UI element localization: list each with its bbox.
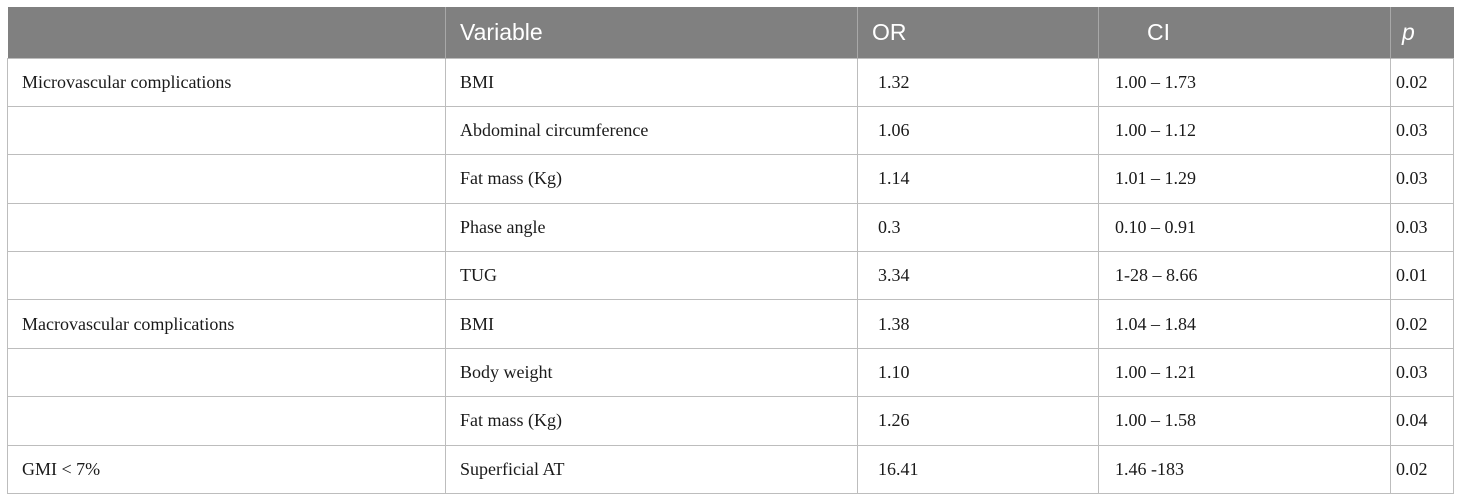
table-row: Fat mass (Kg) 1.26 1.00 – 1.58 0.04 <box>7 396 1454 446</box>
cell-ci: 1.00 – 1.21 <box>1098 347 1391 397</box>
cell-variable: BMI <box>445 299 858 349</box>
cell-ci: 0.10 – 0.91 <box>1098 202 1391 252</box>
table-row: Phase angle 0.3 0.10 – 0.91 0.03 <box>7 202 1454 252</box>
cell-group <box>7 202 446 252</box>
cell-group <box>7 154 446 204</box>
cell-ci: 1.00 – 1.12 <box>1098 105 1391 155</box>
cell-variable: TUG <box>445 251 858 300</box>
header-variable: Variable <box>445 7 858 58</box>
cell-p: 0.03 <box>1390 154 1454 204</box>
table-row: Microvascular complications BMI 1.32 1.0… <box>7 57 1454 107</box>
cell-p: 0.02 <box>1390 57 1454 107</box>
header-row: Variable OR CI p <box>7 7 1454 58</box>
cell-variable: Superficial AT <box>445 444 858 495</box>
cell-or: 1.10 <box>857 347 1099 397</box>
table-header: Variable OR CI p <box>7 7 1454 58</box>
cell-variable: Fat mass (Kg) <box>445 154 858 204</box>
cell-p: 0.02 <box>1390 444 1454 495</box>
table-row: GMI < 7% Superficial AT 16.41 1.46 -183 … <box>7 444 1454 495</box>
cell-group: Microvascular complications <box>7 57 446 107</box>
cell-ci: 1.04 – 1.84 <box>1098 299 1391 349</box>
cell-or: 16.41 <box>857 444 1099 495</box>
cell-or: 1.38 <box>857 299 1099 349</box>
cell-variable: Phase angle <box>445 202 858 252</box>
table-row: Macrovascular complications BMI 1.38 1.0… <box>7 299 1454 349</box>
table-body: Microvascular complications BMI 1.32 1.0… <box>7 57 1454 495</box>
table-row: TUG 3.34 1-28 – 8.66 0.01 <box>7 251 1454 300</box>
cell-or: 3.34 <box>857 251 1099 300</box>
cell-group: GMI < 7% <box>7 444 446 495</box>
cell-or: 1.14 <box>857 154 1099 204</box>
cell-ci: 1.00 – 1.73 <box>1098 57 1391 107</box>
cell-ci: 1.46 -183 <box>1098 444 1391 495</box>
cell-p: 0.03 <box>1390 347 1454 397</box>
cell-group <box>7 251 446 300</box>
cell-variable: BMI <box>445 57 858 107</box>
cell-ci: 1.00 – 1.58 <box>1098 396 1391 446</box>
cell-ci: 1.01 – 1.29 <box>1098 154 1391 204</box>
cell-p: 0.04 <box>1390 396 1454 446</box>
cell-p: 0.01 <box>1390 251 1454 300</box>
header-ci: CI <box>1098 7 1391 58</box>
cell-p: 0.03 <box>1390 202 1454 252</box>
cell-variable: Body weight <box>445 347 858 397</box>
cell-or: 1.32 <box>857 57 1099 107</box>
table-row: Body weight 1.10 1.00 – 1.21 0.03 <box>7 347 1454 397</box>
cell-group <box>7 105 446 155</box>
header-or: OR <box>857 7 1099 58</box>
cell-p: 0.02 <box>1390 299 1454 349</box>
results-table: Variable OR CI p Microvascular complicat… <box>7 7 1454 495</box>
cell-group <box>7 396 446 446</box>
table-row: Abdominal circumference 1.06 1.00 – 1.12… <box>7 105 1454 155</box>
cell-or: 1.26 <box>857 396 1099 446</box>
cell-ci: 1-28 – 8.66 <box>1098 251 1391 300</box>
header-group <box>7 7 446 58</box>
table-row: Fat mass (Kg) 1.14 1.01 – 1.29 0.03 <box>7 154 1454 204</box>
cell-group <box>7 347 446 397</box>
cell-or: 0.3 <box>857 202 1099 252</box>
cell-variable: Fat mass (Kg) <box>445 396 858 446</box>
header-p: p <box>1390 7 1454 58</box>
cell-group: Macrovascular complications <box>7 299 446 349</box>
cell-variable: Abdominal circumference <box>445 105 858 155</box>
cell-or: 1.06 <box>857 105 1099 155</box>
cell-p: 0.03 <box>1390 105 1454 155</box>
